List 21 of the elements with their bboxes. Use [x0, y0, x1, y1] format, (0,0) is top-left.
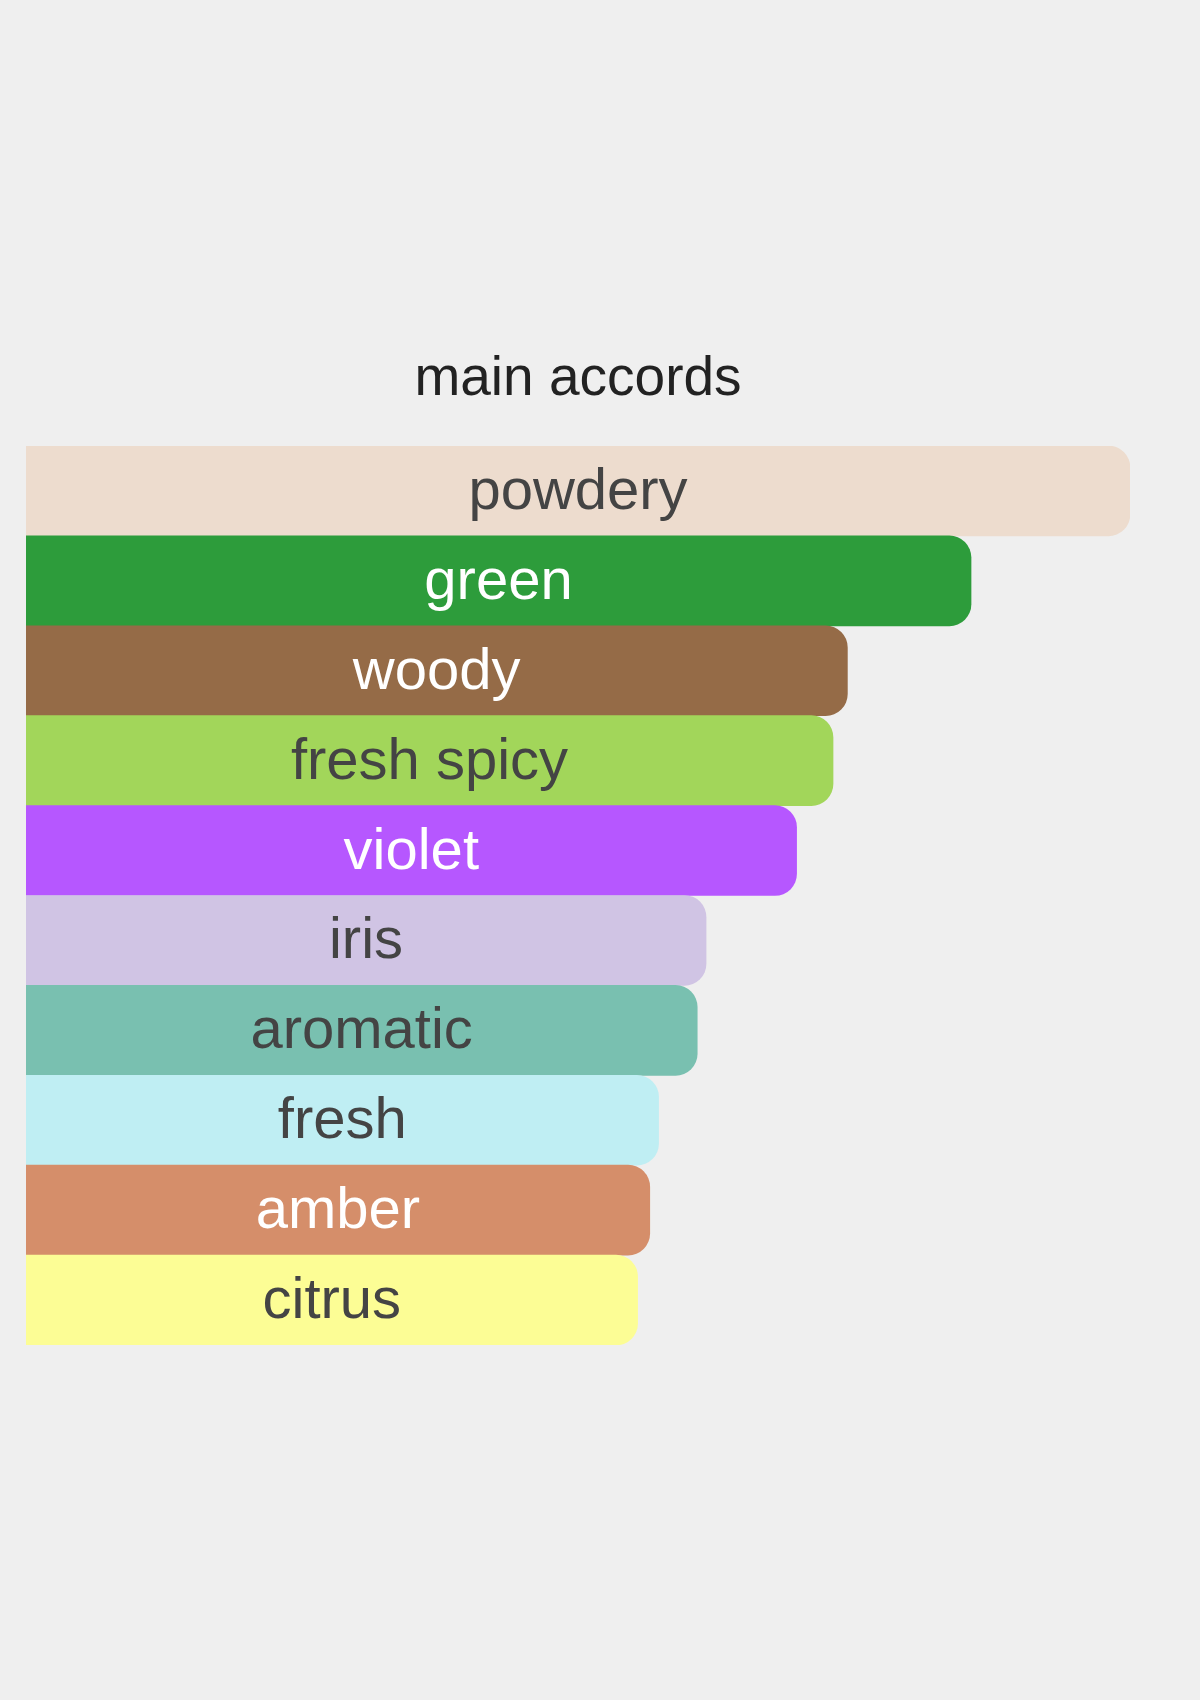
y-tick-label: citrus [262, 1265, 402, 1331]
chart-title: main accords [414, 345, 742, 408]
y-tick-label: amber [255, 1175, 421, 1241]
bar [26, 535, 972, 627]
y-tick-label: powdery [468, 455, 688, 521]
y-tick-label: fresh spicy [290, 725, 569, 791]
y-tick-label: green [424, 545, 573, 611]
y-tick-label: woody [351, 635, 521, 701]
bar [26, 1074, 659, 1166]
bar [26, 895, 707, 986]
y-tick-label: aromatic [250, 995, 473, 1061]
bar [26, 805, 797, 896]
y-tick-label: iris [328, 905, 404, 971]
bar [26, 985, 698, 1076]
bar [26, 1164, 651, 1256]
bar [26, 1254, 638, 1345]
bar [26, 625, 848, 717]
bar [26, 715, 834, 806]
y-tick-label: violet [343, 815, 479, 881]
bar [26, 446, 1130, 537]
y-tick-label: fresh [277, 1085, 407, 1151]
